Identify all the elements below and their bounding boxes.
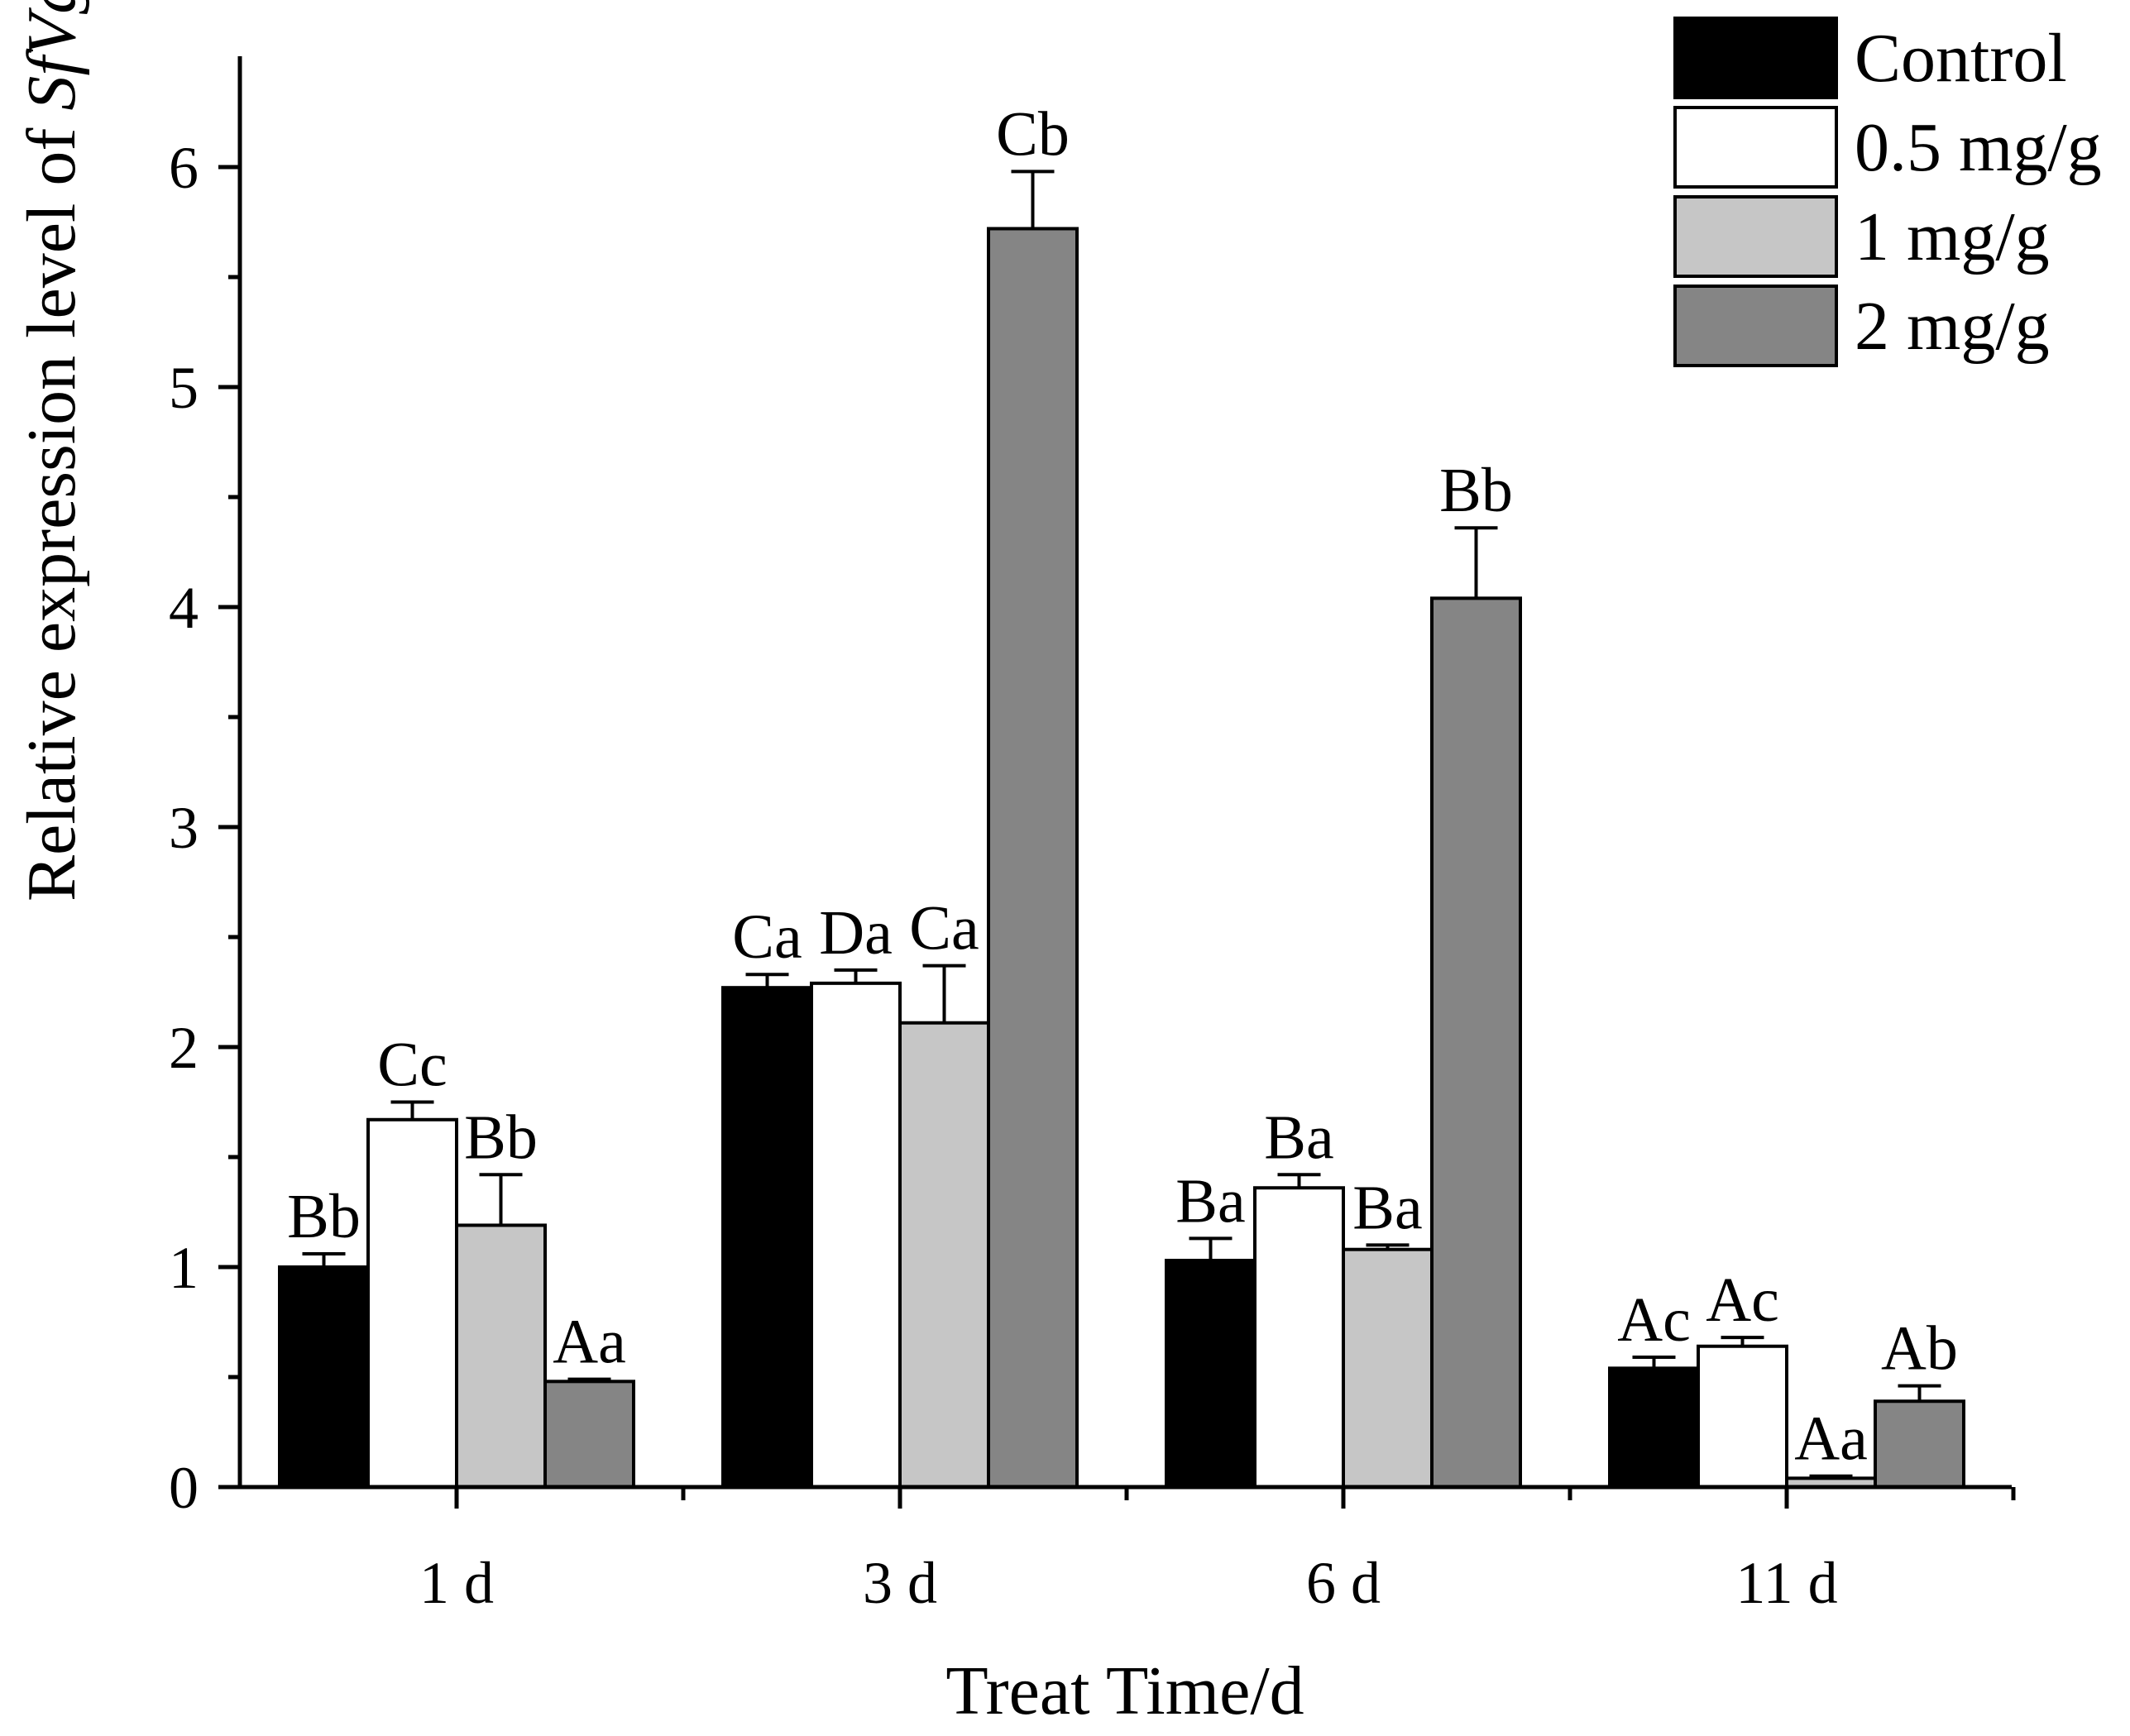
legend-label: 1 mg/g bbox=[1855, 198, 2050, 275]
bar bbox=[898, 1021, 990, 1489]
x-axis-title: Treat Time/d bbox=[945, 1652, 1304, 1729]
bar bbox=[278, 1265, 370, 1489]
y-tick-label: 4 bbox=[169, 575, 199, 641]
legend-label: Control bbox=[1855, 20, 2067, 97]
significance-label: Ab bbox=[1881, 1314, 1958, 1384]
x-ticks-layer: 1 d 3 d 6 d 11 d bbox=[419, 1487, 2016, 1616]
bar bbox=[1253, 1186, 1345, 1489]
significance-label: Cb bbox=[996, 99, 1070, 169]
significance-label: Ca bbox=[909, 894, 979, 964]
bar bbox=[1874, 1399, 1965, 1490]
y-ticks-layer: 0 1 2 3 4 5 6 bbox=[169, 135, 240, 1521]
y-tick-label: 1 bbox=[169, 1235, 199, 1301]
bar bbox=[455, 1223, 547, 1489]
bar bbox=[366, 1117, 458, 1490]
legend-swatch bbox=[1673, 195, 1838, 278]
significance-label: Bb bbox=[464, 1102, 538, 1172]
significance-label: Ba bbox=[1352, 1173, 1422, 1242]
significance-label: Ca bbox=[732, 902, 802, 972]
y-axis-title: Relative expression level of SfVg bbox=[13, 0, 90, 901]
bar bbox=[543, 1380, 635, 1489]
bar bbox=[1342, 1247, 1434, 1489]
legend-swatch bbox=[1673, 17, 1838, 99]
bars-layer bbox=[278, 227, 1965, 1490]
significance-label: Da bbox=[819, 898, 893, 968]
significance-label: Ba bbox=[1264, 1102, 1333, 1172]
significance-labels-layer: Bb Ca Ba Ac Cc Da Ba Ac Bb Ca Ba Aa Aa Cb Bb Ab bbox=[287, 99, 1958, 1473]
y-tick-label: 6 bbox=[169, 135, 199, 201]
significance-label: Ba bbox=[1175, 1166, 1245, 1236]
bar bbox=[1430, 596, 1522, 1489]
y-tick-label: 3 bbox=[169, 795, 199, 861]
legend-swatch bbox=[1673, 285, 1838, 367]
x-tick-label: 11 d bbox=[1735, 1550, 1837, 1616]
bar bbox=[810, 981, 902, 1489]
significance-label: Bb bbox=[287, 1182, 361, 1251]
significance-label: Aa bbox=[1794, 1404, 1868, 1474]
x-tick-label: 6 d bbox=[1306, 1550, 1381, 1616]
bar bbox=[1165, 1259, 1256, 1490]
x-tick-label: 1 d bbox=[419, 1550, 494, 1616]
significance-label: Bb bbox=[1439, 456, 1513, 525]
legend-label: 0.5 mg/g bbox=[1855, 109, 2102, 186]
y-tick-label: 5 bbox=[169, 355, 199, 421]
x-tick-label: 3 d bbox=[863, 1550, 937, 1616]
legend-swatch bbox=[1673, 106, 1838, 189]
significance-label: Aa bbox=[553, 1308, 626, 1377]
y-axis-title-prefix: Relative expression level of bbox=[13, 111, 90, 901]
bar bbox=[987, 227, 1079, 1490]
y-axis-title-gene: SfVg bbox=[13, 0, 90, 111]
legend: Control 0.5 mg/g 1 mg/g 2 mg/g bbox=[1673, 17, 2102, 367]
error-bars-layer bbox=[302, 170, 1941, 1479]
legend-label: 2 mg/g bbox=[1855, 288, 2050, 365]
y-tick-label: 0 bbox=[169, 1455, 199, 1521]
bar bbox=[721, 986, 813, 1490]
bar bbox=[1697, 1344, 1788, 1490]
significance-label: Cc bbox=[377, 1031, 447, 1100]
bar bbox=[1608, 1366, 1700, 1489]
significance-label: Ac bbox=[1617, 1285, 1691, 1355]
y-tick-label: 2 bbox=[169, 1015, 199, 1081]
significance-label: Ac bbox=[1706, 1265, 1779, 1335]
